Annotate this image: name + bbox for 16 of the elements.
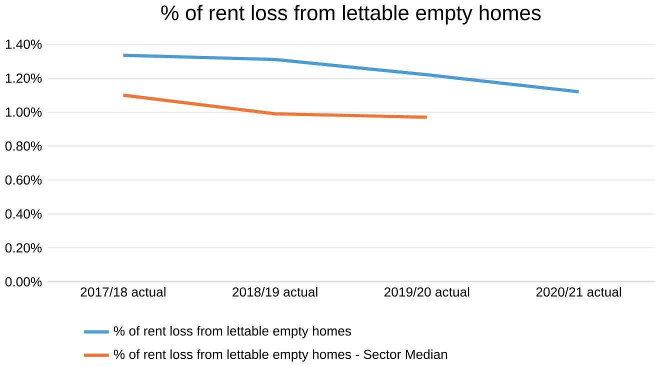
y-tick-label: 0.40% xyxy=(5,209,42,219)
x-tick-label: 2019/20 actual xyxy=(384,287,470,297)
y-tick-label: 0.80% xyxy=(5,141,42,151)
y-tick-label: 0.00% xyxy=(5,277,42,287)
chart-title: % of rent loss from lettable empty homes xyxy=(161,4,541,25)
x-tick-label: 2017/18 actual xyxy=(80,287,166,297)
legend-label: % of rent loss from lettable empty homes - Sector Median xyxy=(114,349,448,362)
y-tick-label: 0.60% xyxy=(5,175,42,185)
legend-label: % of rent loss from lettable empty homes xyxy=(114,326,352,338)
line-series xyxy=(122,54,580,94)
x-tick-label: 2018/19 actual xyxy=(232,287,318,297)
y-tick-label: 1.20% xyxy=(6,74,42,83)
y-tick-label: 0.20% xyxy=(5,243,42,253)
x-tick-label: 2020/21 actual xyxy=(536,287,621,297)
y-tick-label: 1.40% xyxy=(6,40,42,49)
y-tick-label: 1.00% xyxy=(6,107,42,117)
